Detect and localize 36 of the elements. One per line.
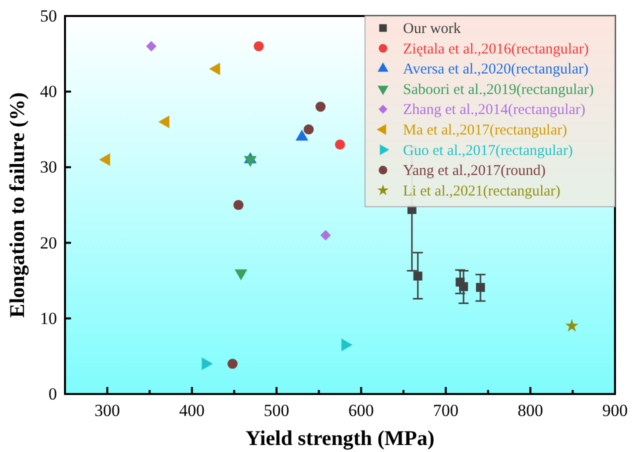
point [254,41,264,52]
y-axis-title: Elongation to failure (%) [5,92,29,318]
legend-label: Saboori et al.,2019(rectangular) [403,82,594,98]
y-tick-label: 50 [40,6,57,26]
x-tick-label: 900 [602,401,628,420]
y-tick-label: 20 [40,233,57,252]
legend-label: Aversa et al.,2020(rectangular) [403,62,588,78]
point [459,282,468,292]
y-tick-label: 40 [40,82,57,102]
x-axis-title: Yield strength (MPa) [246,426,434,450]
x-tick-label: 400 [179,401,205,420]
point [565,318,579,332]
legend-label: Li et al.,2021(rectangular) [403,183,560,200]
point [146,40,157,52]
point [320,230,331,240]
point [304,124,314,134]
point [476,282,485,292]
legend-label: Yang et al.,2017(round) [403,163,546,180]
point [315,102,326,112]
x-tick-label: 600 [348,401,374,420]
legend-label: Our work [403,21,462,37]
point [334,139,346,150]
x-tick-label: 800 [518,401,544,420]
x-tick-label: 300 [94,401,120,420]
point [413,272,422,281]
point [233,200,244,210]
legend-label: Zhang et al.,2014(rectangular) [403,102,586,118]
x-tick-label: 700 [433,401,459,420]
y-tick-label: 10 [40,308,57,328]
legend-label: Ziętala et al.,2016(rectangular) [403,41,589,58]
legend-label: Ma et al.,2017(rectangular) [403,122,568,138]
point [227,358,238,369]
y-tick-label: 0 [48,384,57,404]
legend-label: Guo et al.,2017(rectangular) [403,142,573,159]
y-tick-label: 30 [40,158,57,177]
x-tick-label: 500 [264,401,290,420]
